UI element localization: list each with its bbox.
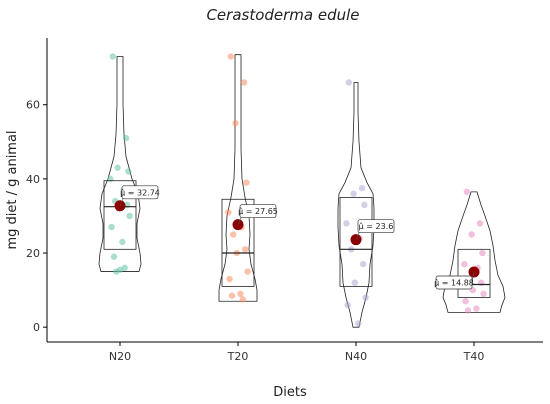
data-point: [462, 298, 469, 305]
data-point: [228, 292, 236, 299]
data-point: [351, 279, 358, 286]
mean-label: μ̂ = 27.65: [238, 206, 278, 216]
data-point: [362, 294, 369, 301]
x-tick-label: N40: [345, 350, 367, 363]
data-point: [345, 79, 352, 86]
data-point: [476, 220, 484, 227]
data-point: [344, 301, 351, 309]
mean-label: μ̂ = 32.74: [120, 187, 160, 197]
data-point: [108, 223, 115, 231]
data-point: [361, 201, 368, 209]
data-point: [244, 268, 251, 275]
group-N40: μ̂ = 23.6: [337, 79, 395, 328]
data-point: [355, 320, 362, 327]
data-point: [121, 264, 128, 272]
axes: 0 20 40 60 N20 T20 N40 T40: [26, 38, 543, 363]
box: [221, 198, 255, 287]
violin: [337, 82, 375, 328]
y-tick-label: 0: [33, 321, 40, 334]
data-point: [226, 275, 233, 283]
data-point: [463, 188, 470, 196]
data-point: [230, 231, 237, 238]
chart-title: Cerastoderma edule: [206, 6, 359, 24]
data-point: [232, 120, 239, 127]
data-point: [360, 260, 367, 268]
violin: [218, 54, 258, 302]
mean-label-box: [121, 185, 159, 200]
group-T20: μ̂ = 27.65: [218, 53, 278, 303]
data-point: [473, 305, 480, 312]
data-point: [126, 212, 133, 220]
box: [103, 180, 137, 250]
group-N20: μ̂ = 32.74: [98, 53, 160, 275]
y-tick-label: 40: [26, 173, 40, 186]
x-tick-label: N20: [109, 350, 131, 363]
mean-label-box: [239, 204, 277, 219]
y-tick-label: 60: [26, 99, 40, 112]
data-point: [343, 220, 350, 227]
data-point: [225, 209, 232, 216]
box: [457, 248, 491, 298]
data-point: [243, 179, 250, 186]
data-point: [479, 249, 486, 257]
box: [339, 197, 373, 287]
data-point: [125, 168, 132, 175]
data-point: [237, 290, 244, 298]
plot-area: μ̂ = 32.74 μ̂ = 27.65 μ̂ = 23.6 μ̂ = 14.88: [98, 53, 506, 328]
y-axis-label: mg diet / g animal: [5, 130, 20, 249]
mean-label-box: [435, 275, 473, 290]
violin: [442, 191, 506, 313]
mean-label: μ̂ = 23.6: [359, 221, 394, 231]
violin: [98, 56, 142, 272]
mean-label-box: [357, 219, 395, 234]
data-point: [461, 260, 468, 268]
group-T40: μ̂ = 14.88: [434, 188, 506, 314]
data-point: [114, 164, 121, 171]
data-point: [122, 134, 130, 142]
data-point: [227, 53, 234, 60]
x-axis-label: Diets: [273, 385, 307, 400]
data-point: [358, 184, 366, 192]
data-point: [109, 53, 117, 60]
x-tick-label: T40: [463, 350, 485, 363]
data-point: [113, 268, 120, 275]
data-point: [239, 296, 246, 303]
data-point: [350, 190, 357, 197]
y-tick-label: 20: [26, 247, 40, 260]
data-point: [110, 253, 118, 260]
data-point: [240, 79, 248, 86]
data-point: [464, 307, 472, 314]
data-point: [480, 290, 487, 298]
data-point: [242, 246, 249, 253]
data-point: [468, 231, 475, 238]
x-tick-label: T20: [227, 350, 249, 363]
mean-label: μ̂ = 14.88: [434, 278, 474, 288]
data-point: [119, 238, 126, 246]
